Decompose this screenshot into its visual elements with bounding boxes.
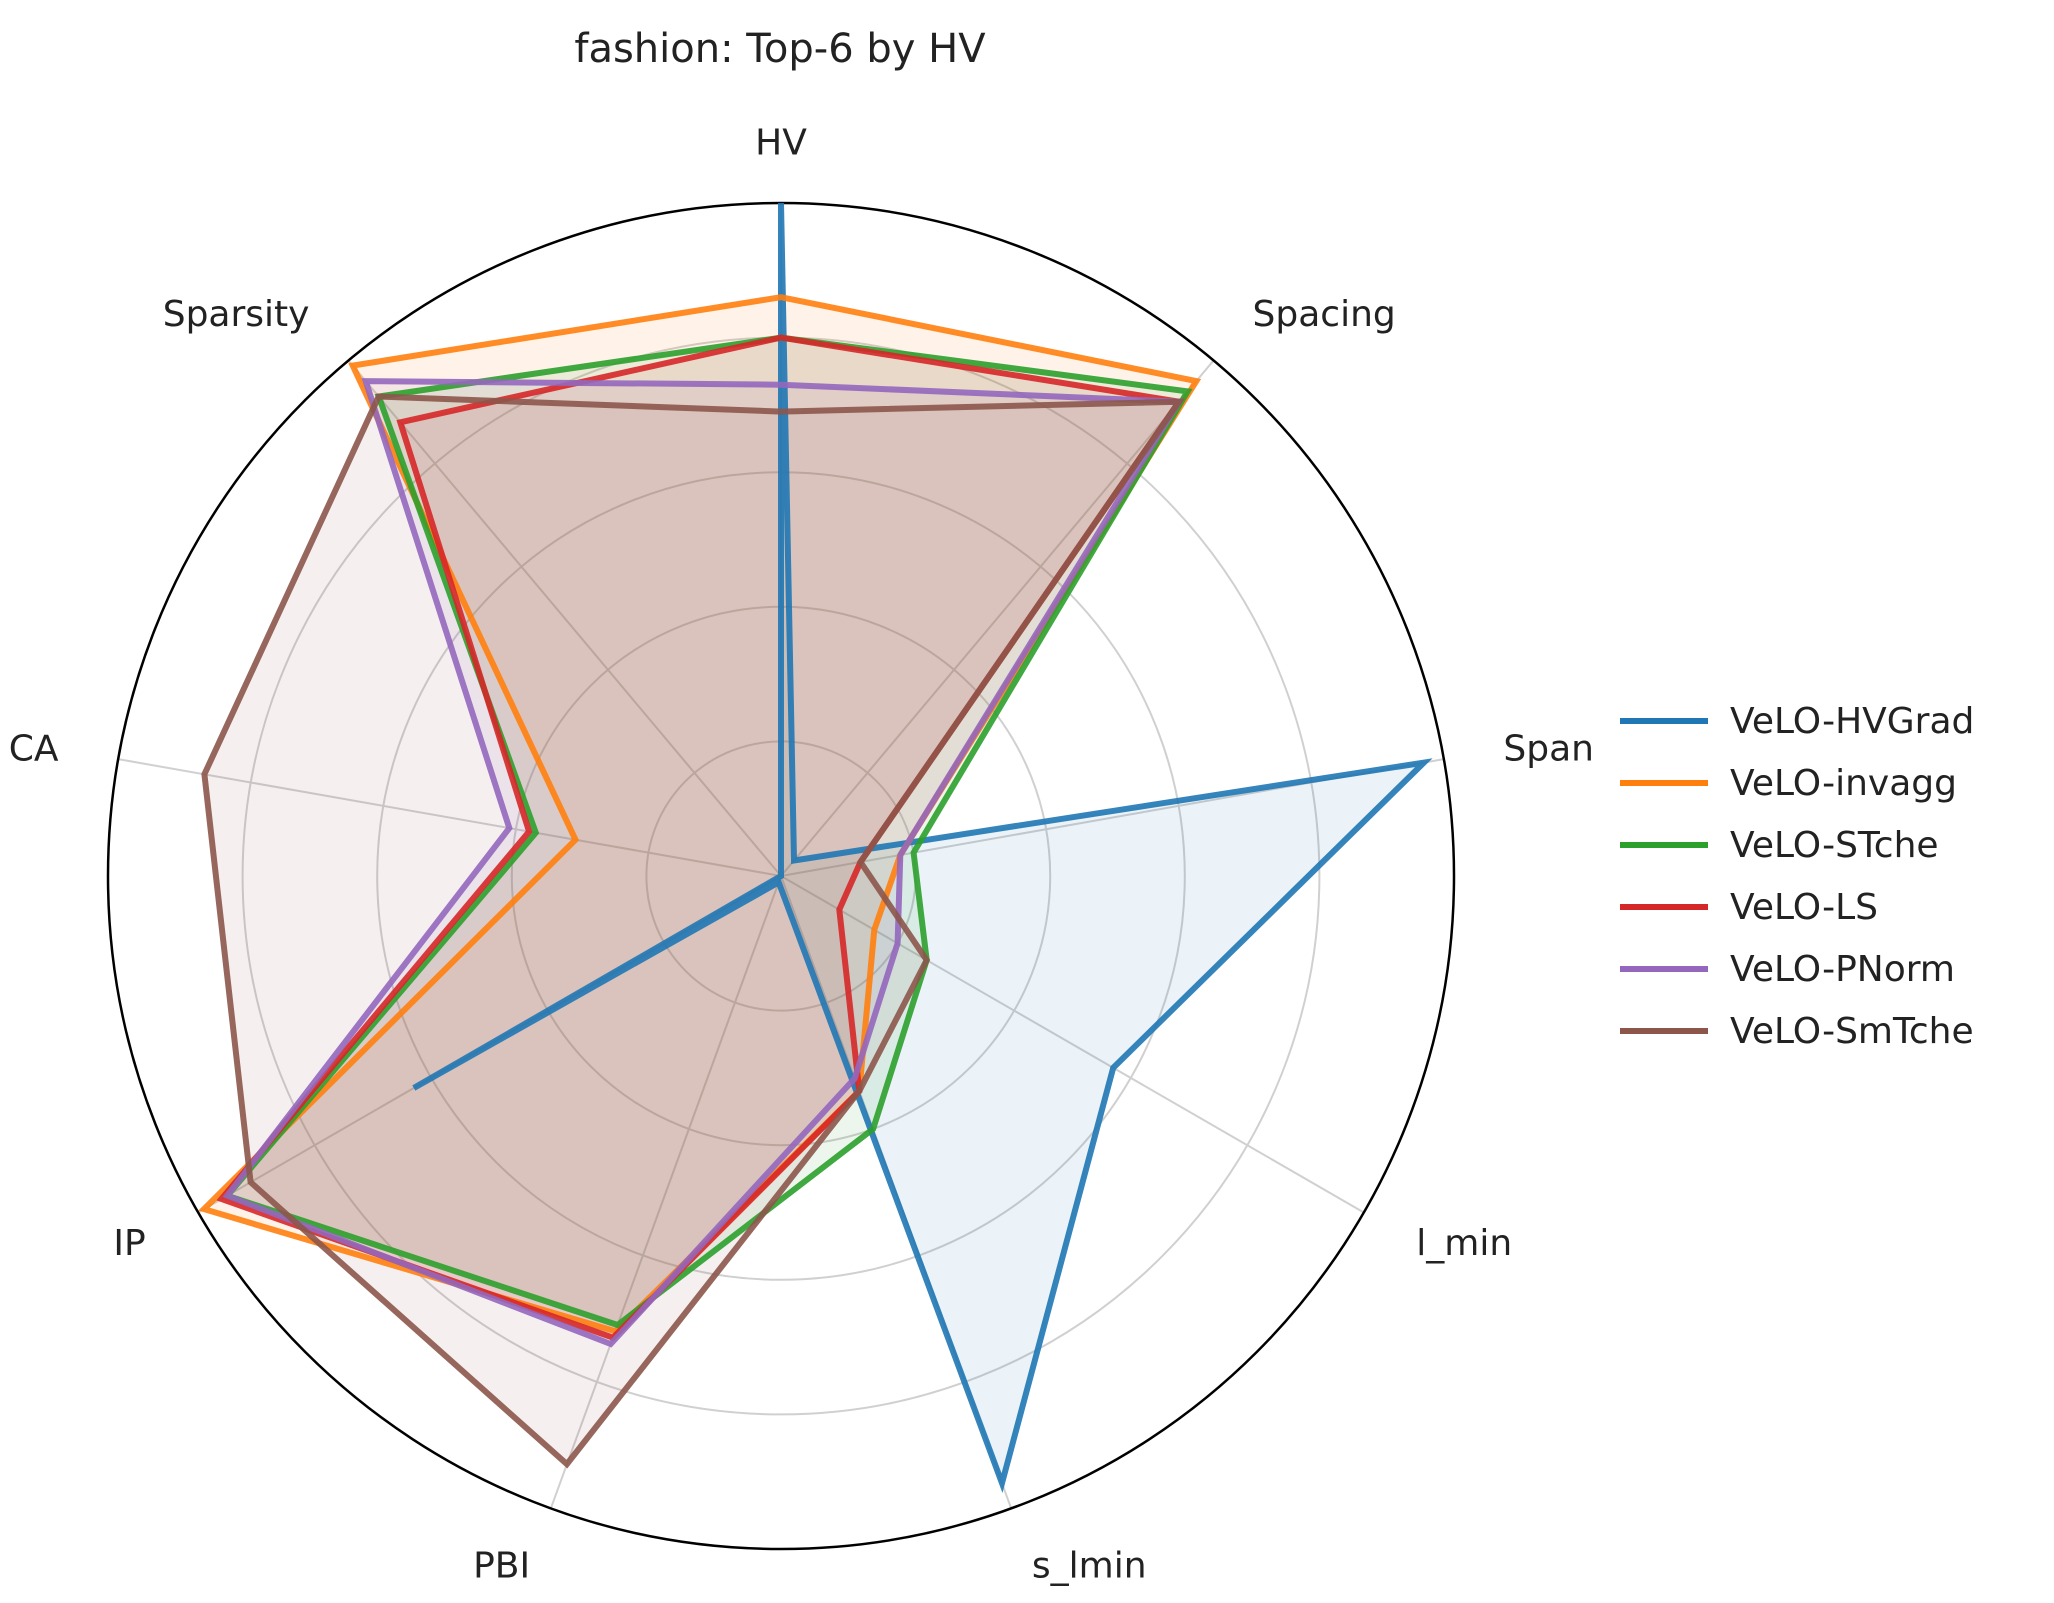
series-fill-3	[227, 337, 1188, 1326]
grid-spoke-4	[780, 875, 1365, 1214]
axis-label-2: Spacing	[1253, 294, 1396, 335]
axis-label-3: Span	[1503, 729, 1594, 770]
legend-item-4: VeLO-LS	[1620, 876, 1974, 938]
legend-item-1: VeLO-HVGrad	[1620, 690, 1974, 752]
series-fill-2	[204, 297, 1197, 1332]
chart-title: fashion: Top-6 by HV	[574, 26, 986, 72]
legend-item-6: VeLO-SmTche	[1620, 1000, 1974, 1062]
legend-swatch	[1620, 904, 1708, 910]
axis-label-8: CA	[9, 729, 59, 770]
grid-spoke-6	[549, 875, 782, 1509]
legend-swatch	[1620, 780, 1708, 786]
legend: VeLO-HVGrad VeLO-invagg VeLO-STche VeLO-LS V…	[1620, 690, 1974, 1062]
legend-label: VeLO-LS	[1730, 886, 1878, 928]
axis-label-9: Sparsity	[163, 294, 310, 335]
legend-label: VeLO-invagg	[1730, 762, 1957, 804]
legend-label: VeLO-STche	[1730, 824, 1939, 866]
axis-label-6: PBI	[473, 1545, 530, 1586]
legend-swatch	[1620, 842, 1708, 848]
legend-swatch	[1620, 718, 1708, 724]
legend-label: VeLO-PNorm	[1730, 948, 1955, 990]
grid-spoke-8	[118, 758, 782, 877]
grid-spoke-9	[347, 359, 782, 877]
grid-spoke-2	[780, 359, 1215, 877]
legend-swatch	[1620, 1028, 1708, 1034]
legend-label: VeLO-SmTche	[1730, 1010, 1974, 1052]
legend-label: VeLO-HVGrad	[1730, 700, 1975, 742]
legend-swatch	[1620, 966, 1708, 972]
series-line-3	[222, 334, 1193, 1329]
legend-item-2: VeLO-invagg	[1620, 752, 1974, 814]
legend-item-5: VeLO-PNorm	[1620, 938, 1974, 1000]
axis-label-1: HV	[755, 122, 807, 163]
series-line-6	[201, 393, 1185, 1469]
axis-label-7: IP	[113, 1223, 145, 1264]
axis-label-5: s_lmin	[1032, 1545, 1147, 1586]
series-fill-4	[221, 337, 1179, 1338]
series-line-5	[222, 378, 1185, 1348]
series-line-1	[412, 202, 1433, 1493]
axis-label-4: l_min	[1416, 1223, 1512, 1264]
legend-item-3: VeLO-STche	[1620, 814, 1974, 876]
